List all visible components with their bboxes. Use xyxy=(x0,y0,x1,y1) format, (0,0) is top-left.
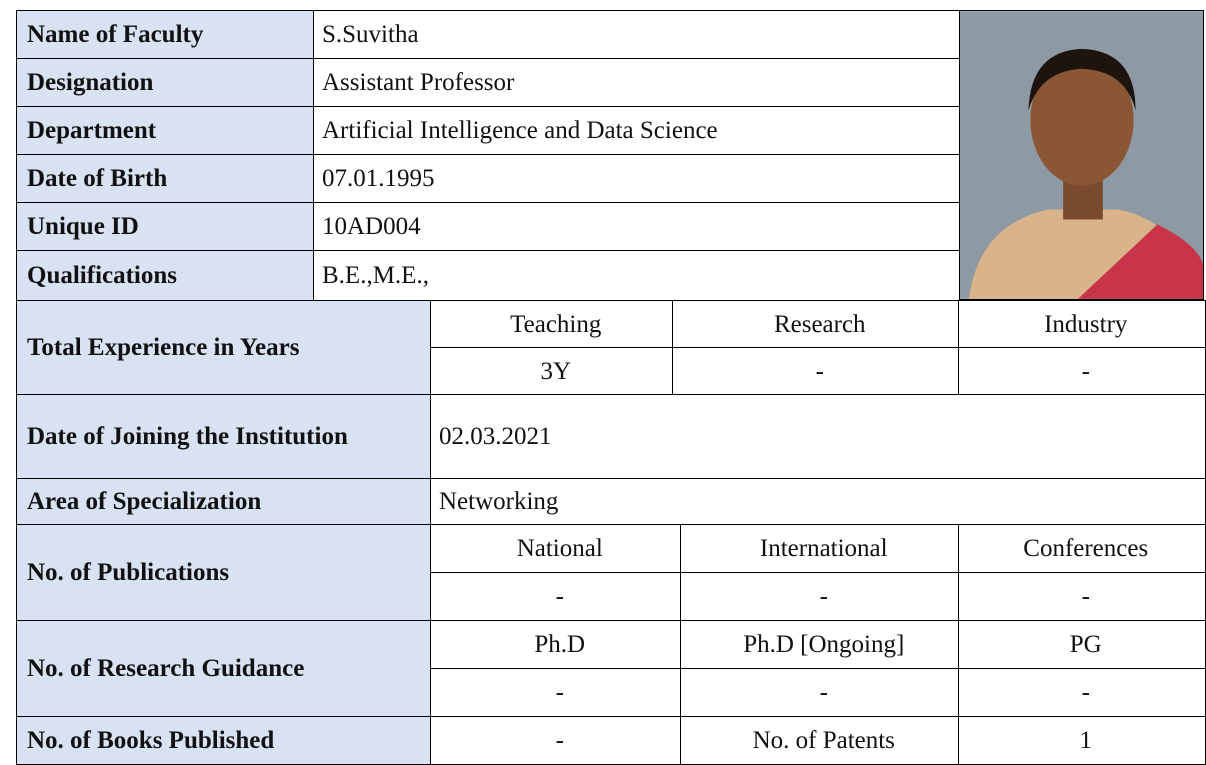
field-label: No. of Books Published xyxy=(16,716,432,765)
field-value: B.E.,M.E., xyxy=(313,250,960,302)
field-label: Designation xyxy=(16,58,315,108)
column-header: Conferences xyxy=(958,524,1206,574)
field-label: Date of Birth xyxy=(16,154,315,204)
field-label: Total Experience in Years xyxy=(16,300,432,396)
field-label: No. of Patents xyxy=(680,716,960,765)
field-value: Networking xyxy=(430,478,1206,526)
column-header: Ph.D xyxy=(430,620,682,670)
field-value: 1 xyxy=(958,716,1206,765)
field-value: - xyxy=(430,716,682,765)
field-label: Qualifications xyxy=(16,250,315,302)
field-value: 3Y xyxy=(430,347,674,396)
field-value: - xyxy=(430,572,682,622)
field-label: No. of Publications xyxy=(16,524,432,622)
faculty-photo xyxy=(958,10,1204,300)
field-value: - xyxy=(680,572,960,622)
column-header: International xyxy=(680,524,960,574)
field-value: S.Suvitha xyxy=(313,10,960,60)
field-value: - xyxy=(958,347,1206,396)
field-value: - xyxy=(958,572,1206,622)
field-value: 10AD004 xyxy=(313,202,960,252)
field-value: - xyxy=(958,668,1206,718)
column-header: National xyxy=(430,524,682,574)
field-label: Name of Faculty xyxy=(16,10,315,60)
field-label: Area of Specialization xyxy=(16,478,432,526)
field-value: Assistant Professor xyxy=(313,58,960,108)
field-label: No. of Research Guidance xyxy=(16,620,432,718)
column-header: PG xyxy=(958,620,1206,670)
column-header: Industry xyxy=(958,300,1206,349)
column-header: Research xyxy=(672,300,960,349)
column-header: Ph.D [Ongoing] xyxy=(680,620,960,670)
field-value: - xyxy=(680,668,960,718)
field-value: - xyxy=(672,347,960,396)
field-label: Unique ID xyxy=(16,202,315,252)
field-label: Department xyxy=(16,106,315,156)
column-header: Teaching xyxy=(430,300,674,349)
field-value: Artificial Intelligence and Data Science xyxy=(313,106,960,156)
field-value: 02.03.2021 xyxy=(430,394,1206,480)
field-value: 07.01.1995 xyxy=(313,154,960,204)
field-value: - xyxy=(430,668,682,718)
field-label: Date of Joining the Institution xyxy=(16,394,432,480)
